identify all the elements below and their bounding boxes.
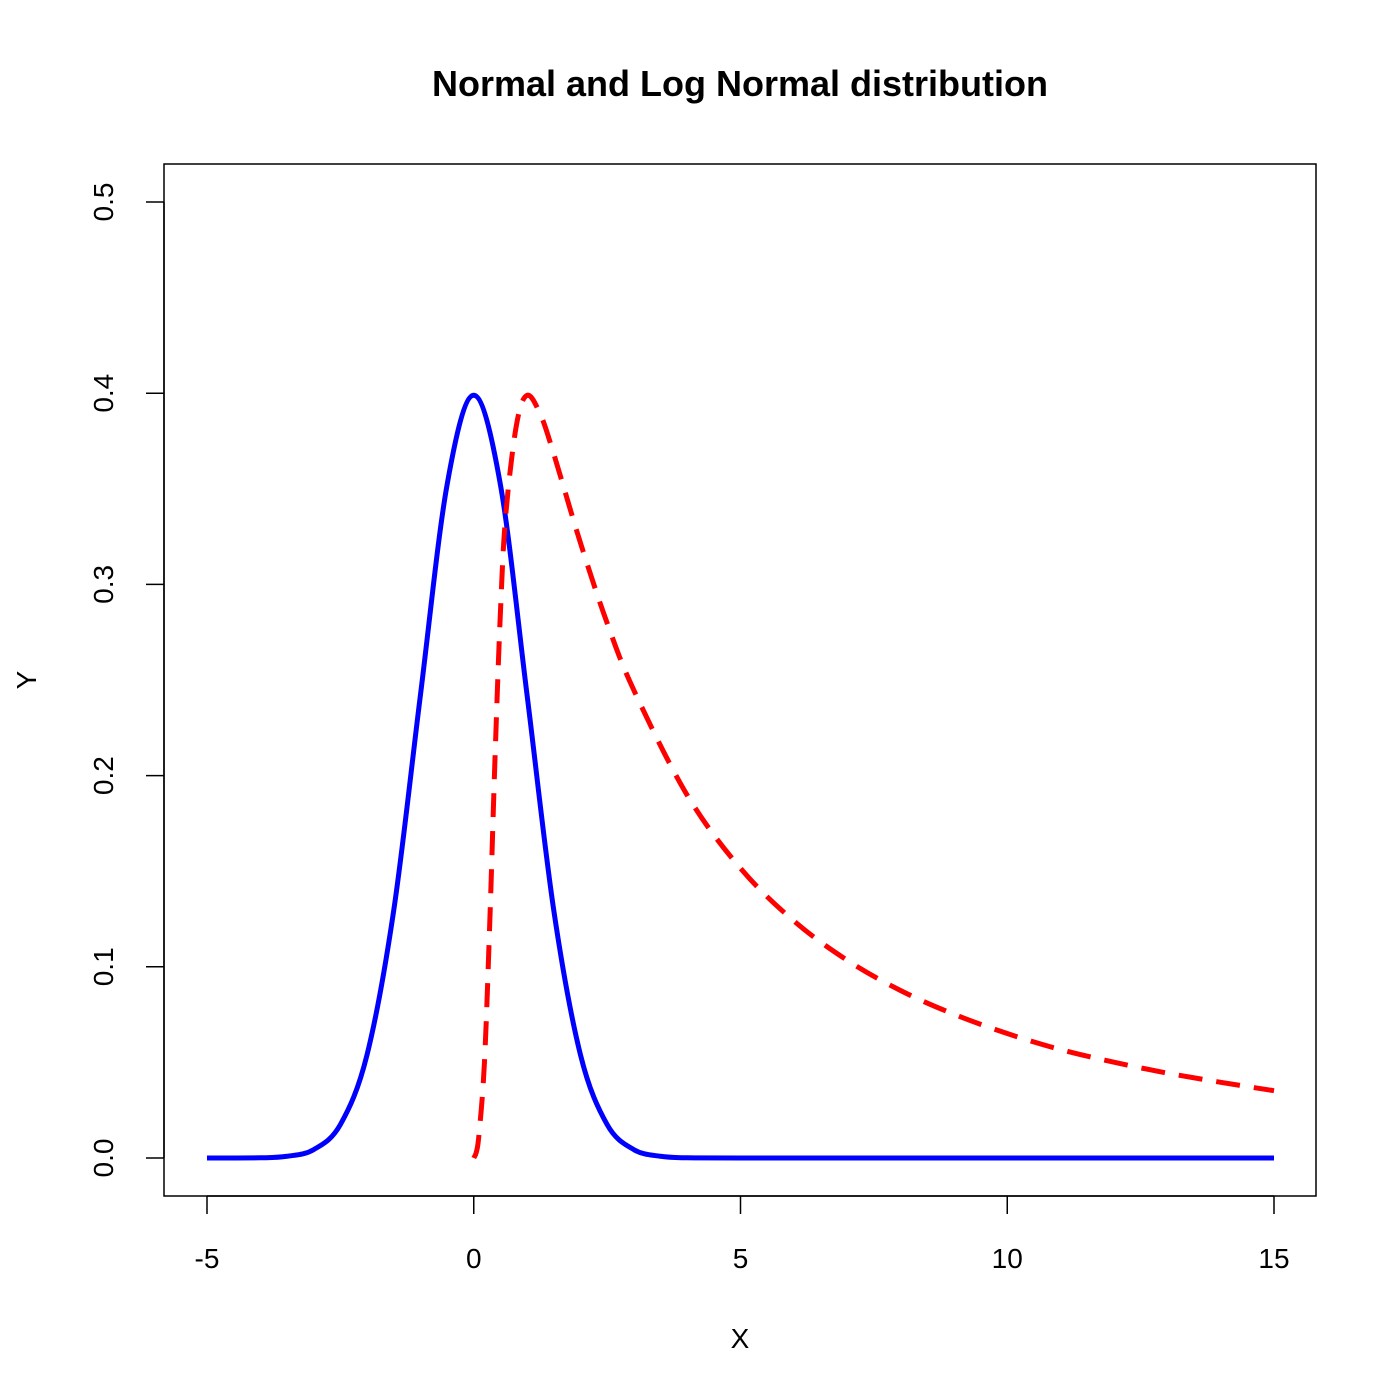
x-tick-label: 15 xyxy=(1258,1243,1289,1274)
series-line-log-normal xyxy=(471,392,1275,1160)
series-line-normal xyxy=(206,392,1274,1161)
x-tick-label: -5 xyxy=(195,1243,220,1274)
y-tick-label: 0.5 xyxy=(88,183,119,222)
x-tick-label: 5 xyxy=(733,1243,749,1274)
x-tick-label: 0 xyxy=(466,1243,482,1274)
x-axis-label: X xyxy=(731,1323,750,1354)
x-axis: -5 0 5 10 15 xyxy=(195,1195,1290,1274)
chart-title: Normal and Log Normal distribution xyxy=(432,63,1048,104)
y-tick-label: 0.3 xyxy=(88,565,119,604)
y-tick-label: 0.4 xyxy=(88,374,119,413)
series-layer xyxy=(206,392,1275,1161)
x-tick-label: 10 xyxy=(992,1243,1023,1274)
y-tick-label: 0.1 xyxy=(88,947,119,986)
y-axis: 0.0 0.1 0.2 0.3 0.4 0.5 xyxy=(88,183,165,1178)
y-tick-label: 0.0 xyxy=(88,1139,119,1178)
plot-frame xyxy=(163,163,1317,1197)
y-axis-label: Y xyxy=(11,670,42,689)
y-tick-label: 0.2 xyxy=(88,756,119,795)
